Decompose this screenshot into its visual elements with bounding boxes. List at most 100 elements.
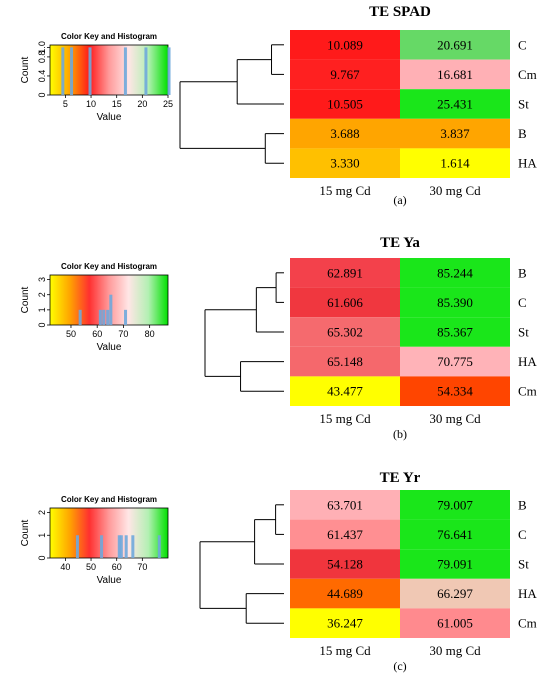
histogram-bar	[131, 535, 135, 558]
column-label: 15 mg Cd	[319, 411, 371, 426]
heatmap-cell	[400, 118, 510, 149]
row-label: C	[518, 527, 527, 542]
cell-value: 43.477	[327, 384, 363, 399]
heatmap-cell	[400, 30, 510, 60]
cell-value: 16.681	[437, 67, 473, 82]
y-tick-label: 0	[37, 92, 47, 97]
heatmap-cell	[290, 89, 400, 119]
cell-value: 79.091	[437, 557, 473, 572]
row-label: Cm	[518, 384, 537, 399]
cell-value: 65.302	[327, 325, 363, 340]
cell-value: 62.891	[327, 265, 363, 280]
cell-value: 61.606	[327, 295, 363, 310]
heatmap-cell	[400, 148, 510, 178]
histogram-bar	[88, 47, 92, 95]
color-key-title: Color Key and Histogram	[61, 495, 157, 504]
histogram-bar	[123, 47, 127, 95]
chart-title: TE SPAD	[369, 4, 431, 20]
cell-value: 76.641	[437, 527, 473, 542]
heatmap-cell	[290, 376, 400, 406]
cell-value: 20.691	[437, 37, 473, 52]
heatmap-cell	[400, 317, 510, 347]
x-tick-label: 80	[145, 329, 155, 339]
cell-value: 9.767	[330, 67, 360, 82]
heatmap-cell	[290, 258, 400, 288]
y-tick-label: 0	[37, 322, 47, 327]
panel-label: (c)	[393, 659, 406, 673]
row-label: B	[518, 265, 527, 280]
panel-label: (a)	[393, 193, 406, 207]
heatmap-cell	[400, 59, 510, 90]
cell-value: 10.505	[327, 97, 363, 112]
histogram-bar	[144, 47, 148, 95]
heatmap-cell	[290, 148, 400, 178]
cell-value: 54.334	[437, 384, 473, 399]
row-label: C	[518, 295, 527, 310]
row-label: B	[518, 497, 527, 512]
y-tick-label: 1	[37, 307, 47, 312]
heatmap-panel-3: TE Yr 63.701 79.007 B 61.437 76.641 C 54.128 79.…	[20, 470, 537, 673]
heatmap-cell	[400, 549, 510, 579]
column-label: 30 mg Cd	[429, 411, 481, 426]
row-label: C	[518, 37, 527, 52]
histogram-bar	[78, 309, 82, 325]
heatmap-cell	[400, 608, 510, 638]
y-tick-label: 0	[37, 555, 47, 560]
color-key-gradient	[49, 44, 169, 96]
x-tick-label: 5	[63, 99, 68, 109]
cell-value: 61.005	[437, 616, 473, 631]
row-label: B	[518, 126, 527, 141]
histogram-bar	[61, 47, 65, 95]
x-tick-label: 70	[137, 562, 147, 572]
heatmap-cell	[290, 317, 400, 347]
x-tick-label: 20	[137, 99, 147, 109]
histogram-bar	[75, 535, 79, 558]
heatmap-cell	[400, 258, 510, 288]
x-axis-label: Value	[97, 575, 122, 586]
histogram-bar	[100, 535, 104, 558]
y-tick-label: 1	[37, 533, 47, 538]
row-label: Cm	[518, 67, 537, 82]
column-label: 30 mg Cd	[429, 183, 481, 198]
cell-value: 85.244	[437, 265, 473, 280]
y-tick-label: 3	[37, 277, 47, 282]
column-label: 15 mg Cd	[319, 183, 371, 198]
color-key-gradient	[49, 507, 169, 559]
x-tick-label: 10	[86, 99, 96, 109]
y-axis-label: Count	[20, 286, 31, 313]
row-label: HA	[518, 586, 537, 601]
x-tick-label: 25	[163, 99, 173, 109]
histogram-bar	[157, 535, 161, 558]
color-key-title: Color Key and Histogram	[61, 32, 157, 41]
panel-label: (b)	[393, 427, 407, 441]
heatmap-cell	[400, 376, 510, 406]
chart-title: TE Yr	[380, 470, 421, 486]
cell-value: 79.007	[437, 497, 473, 512]
cell-value: 3.837	[440, 126, 470, 141]
heatmap-cell	[290, 59, 400, 90]
cell-value: 85.367	[437, 325, 473, 340]
heatmap-cell	[400, 490, 510, 520]
heatmap-cell	[290, 549, 400, 579]
y-tick-label: 0.8	[37, 51, 47, 64]
y-tick-label: 0.4	[37, 70, 47, 83]
row-label: St	[518, 557, 529, 572]
column-label: 15 mg Cd	[319, 643, 371, 658]
heatmap-cell	[290, 490, 400, 520]
cell-value: 1.614	[440, 156, 470, 171]
cell-value: 3.330	[330, 156, 359, 171]
x-tick-label: 60	[92, 329, 102, 339]
y-axis-label: Count	[20, 56, 31, 83]
heatmap-cell	[400, 346, 510, 377]
x-tick-label: 50	[86, 562, 96, 572]
heatmap-cell	[290, 578, 400, 609]
y-tick-label: 2	[37, 510, 47, 515]
histogram-bar	[167, 47, 171, 95]
heatmap-cell	[400, 287, 510, 318]
x-tick-label: 40	[60, 562, 70, 572]
column-label: 30 mg Cd	[429, 643, 481, 658]
cell-value: 61.437	[327, 527, 363, 542]
cell-value: 3.688	[330, 126, 359, 141]
x-tick-label: 60	[112, 562, 122, 572]
row-label: HA	[518, 354, 537, 369]
